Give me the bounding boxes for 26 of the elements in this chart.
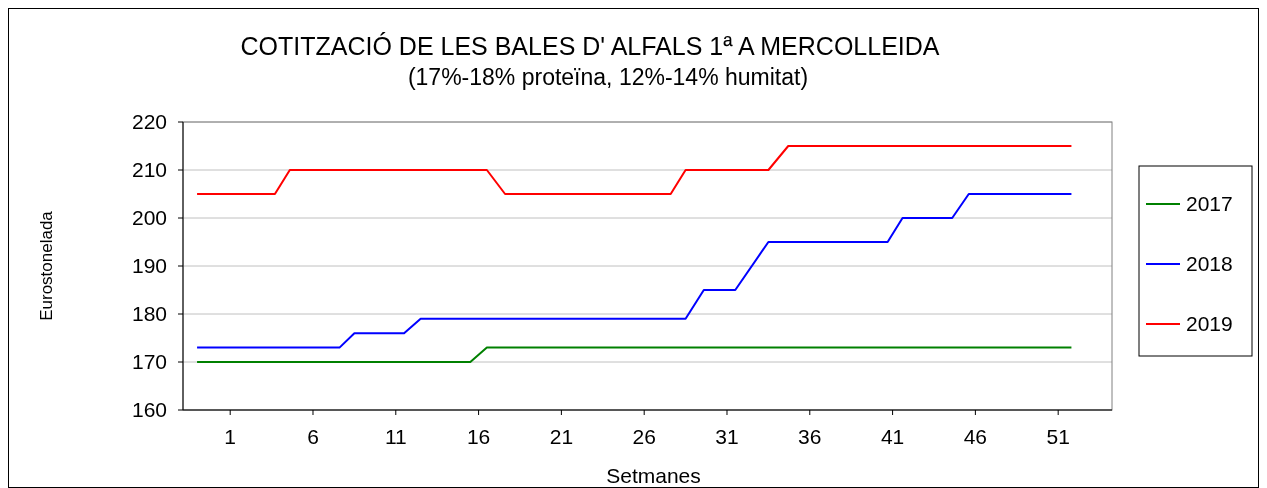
legend-label: 2017 — [1186, 192, 1233, 215]
x-tick-label: 16 — [466, 425, 491, 448]
line-series — [196, 193, 1073, 349]
y-tick-label: 200 — [131, 206, 167, 229]
chart-subtitle: (17%-18% proteïna, 12%-14% humitat) — [407, 64, 809, 90]
y-axis-title: Eurostonelada — [37, 210, 56, 321]
y-tick-label: 190 — [131, 254, 167, 277]
x-tick-label: 31 — [715, 425, 739, 448]
legend-label: 2019 — [1186, 312, 1233, 335]
chart-title: COTITZACIÓ DE LES BALES D' ALFALS 1ª A MERCOLLEIDA — [240, 32, 940, 60]
legend-label: 2018 — [1186, 252, 1233, 275]
y-tick-label: 160 — [131, 398, 167, 421]
y-tick-label: 220 — [131, 110, 167, 133]
x-tick-label: 41 — [880, 425, 905, 448]
x-tick-label: 21 — [549, 425, 574, 448]
y-tick-label: 210 — [131, 158, 167, 181]
y-tick-label: 170 — [131, 350, 167, 373]
x-tick-label: 46 — [963, 425, 988, 448]
x-tick-label: 1 — [224, 425, 237, 448]
x-axis-title: Setmanes — [606, 464, 701, 487]
x-tick-label: 51 — [1046, 425, 1070, 448]
y-tick-label: 180 — [131, 302, 167, 325]
x-tick-label: 6 — [307, 425, 319, 448]
x-tick-label: 26 — [632, 425, 656, 448]
x-tick-label: 36 — [798, 425, 822, 448]
x-tick-label: 11 — [384, 425, 407, 448]
